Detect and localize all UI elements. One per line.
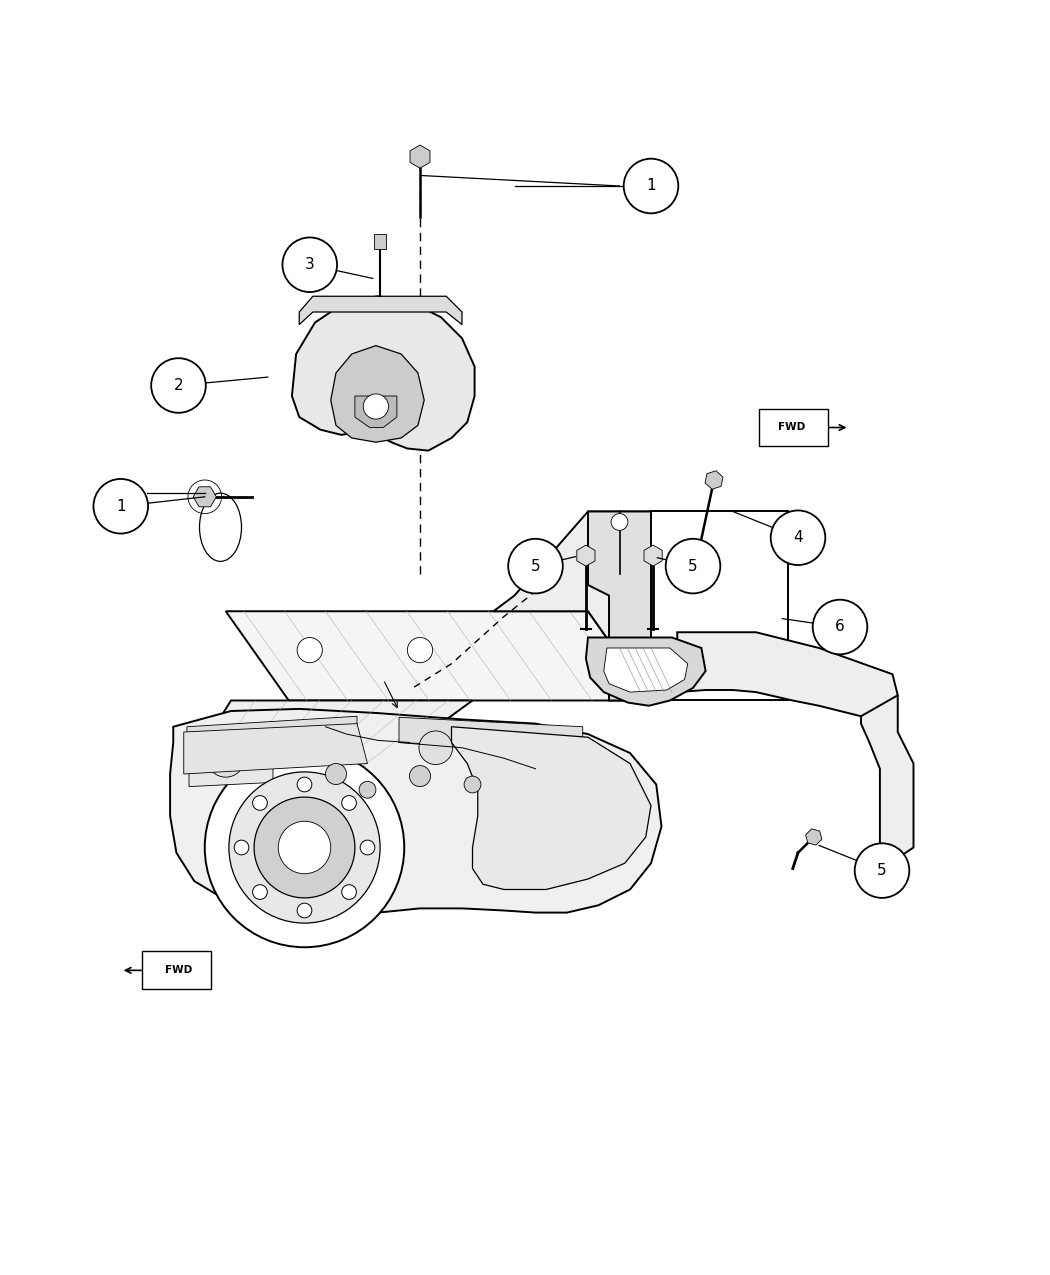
Circle shape bbox=[666, 539, 720, 593]
Circle shape bbox=[341, 796, 356, 811]
Circle shape bbox=[508, 539, 563, 593]
Polygon shape bbox=[170, 709, 662, 914]
Circle shape bbox=[341, 885, 356, 899]
Circle shape bbox=[496, 740, 533, 778]
Polygon shape bbox=[399, 718, 583, 751]
Circle shape bbox=[813, 599, 867, 654]
Text: 2: 2 bbox=[173, 377, 184, 393]
Circle shape bbox=[234, 840, 249, 854]
Polygon shape bbox=[861, 695, 914, 858]
Circle shape bbox=[410, 765, 430, 787]
Circle shape bbox=[229, 771, 380, 923]
Polygon shape bbox=[178, 700, 472, 784]
Polygon shape bbox=[189, 729, 273, 787]
Text: 4: 4 bbox=[793, 530, 803, 546]
Text: 1: 1 bbox=[116, 499, 126, 514]
Text: FWD: FWD bbox=[165, 965, 192, 975]
Circle shape bbox=[359, 782, 376, 798]
Text: 5: 5 bbox=[530, 558, 541, 574]
Polygon shape bbox=[677, 632, 898, 717]
Circle shape bbox=[360, 840, 375, 854]
Polygon shape bbox=[331, 346, 424, 442]
Circle shape bbox=[297, 638, 322, 663]
Circle shape bbox=[205, 747, 404, 947]
Circle shape bbox=[253, 885, 268, 899]
Polygon shape bbox=[588, 511, 651, 700]
Text: 5: 5 bbox=[688, 558, 698, 574]
Circle shape bbox=[558, 760, 587, 789]
Circle shape bbox=[297, 778, 312, 792]
Text: 5: 5 bbox=[877, 863, 887, 878]
Text: FWD: FWD bbox=[778, 422, 805, 432]
Bar bbox=[374, 235, 386, 249]
FancyBboxPatch shape bbox=[759, 408, 828, 446]
Polygon shape bbox=[452, 727, 651, 890]
Circle shape bbox=[278, 821, 331, 873]
Circle shape bbox=[326, 764, 346, 784]
Circle shape bbox=[282, 237, 337, 292]
Circle shape bbox=[611, 514, 628, 530]
Polygon shape bbox=[193, 487, 216, 506]
Polygon shape bbox=[494, 511, 651, 700]
Circle shape bbox=[771, 510, 825, 565]
Circle shape bbox=[93, 479, 148, 533]
Polygon shape bbox=[299, 296, 462, 325]
Text: 1: 1 bbox=[646, 179, 656, 194]
Polygon shape bbox=[604, 648, 688, 692]
Circle shape bbox=[297, 903, 312, 918]
Circle shape bbox=[419, 731, 453, 765]
Text: 3: 3 bbox=[304, 258, 315, 273]
Polygon shape bbox=[184, 724, 368, 774]
Polygon shape bbox=[355, 397, 397, 427]
Circle shape bbox=[207, 740, 245, 778]
Circle shape bbox=[624, 158, 678, 213]
Circle shape bbox=[407, 638, 433, 663]
Polygon shape bbox=[586, 638, 706, 706]
FancyBboxPatch shape bbox=[142, 951, 211, 989]
Polygon shape bbox=[292, 296, 475, 450]
Circle shape bbox=[363, 394, 388, 419]
Circle shape bbox=[855, 843, 909, 898]
Polygon shape bbox=[410, 145, 430, 168]
Polygon shape bbox=[576, 546, 595, 566]
Circle shape bbox=[151, 358, 206, 413]
Polygon shape bbox=[805, 829, 822, 845]
Circle shape bbox=[253, 796, 268, 811]
Circle shape bbox=[464, 776, 481, 793]
Polygon shape bbox=[705, 470, 723, 490]
Text: 6: 6 bbox=[835, 620, 845, 635]
Polygon shape bbox=[226, 611, 651, 700]
Circle shape bbox=[254, 797, 355, 898]
Polygon shape bbox=[644, 546, 663, 566]
Polygon shape bbox=[187, 717, 357, 751]
